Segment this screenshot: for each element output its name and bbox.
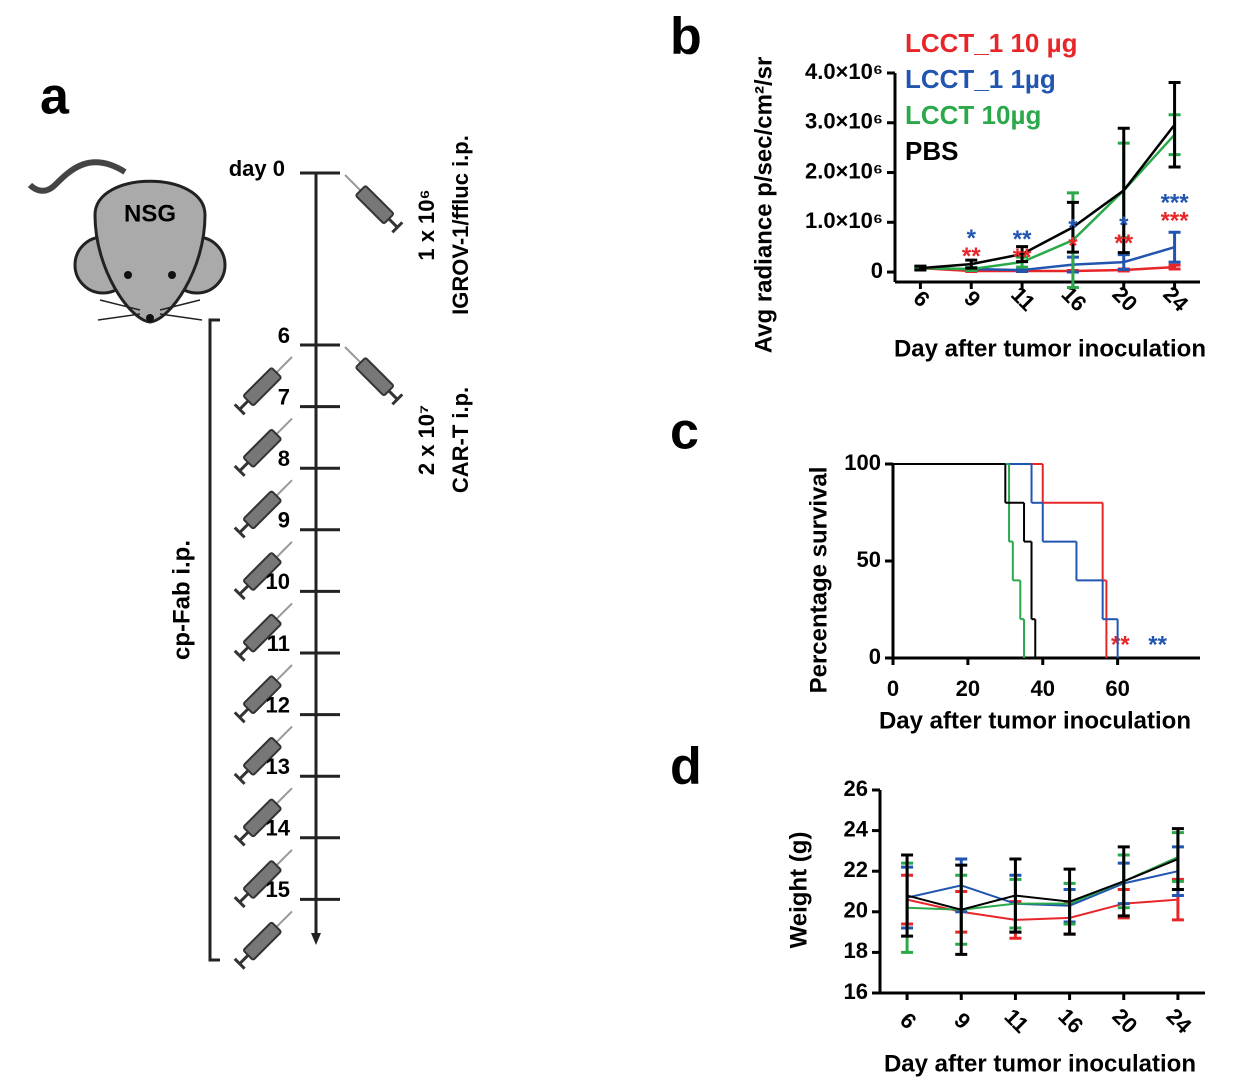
significance: ** [1114, 230, 1133, 257]
significance: ** [1111, 631, 1130, 658]
day-label: 7 [278, 384, 290, 409]
legend-label: LCCT 10µg [905, 100, 1041, 130]
error-bar [1066, 200, 1079, 254]
line [920, 265, 1175, 273]
line [920, 123, 1176, 270]
error-bar [965, 258, 978, 270]
x-tick-label: 20 [1107, 281, 1142, 316]
error-bar [1117, 845, 1130, 918]
x-tick-label: 24 [1162, 1003, 1198, 1039]
cart-dose: 2 x 10⁷ [414, 405, 439, 475]
day-label: 6 [278, 323, 290, 348]
tumor-dose: 1 x 10⁶ [414, 189, 439, 260]
panel-label: c [670, 403, 699, 461]
y-tick-label: 20 [844, 898, 868, 923]
y-tick-label: 50 [857, 547, 881, 572]
x-tick-label: 9 [959, 286, 985, 312]
day-label: 8 [278, 446, 290, 471]
error-bar [914, 264, 927, 272]
error-bar [1168, 230, 1181, 264]
day-label: 10 [266, 569, 290, 594]
y-tick-label: 3.0×10⁶ [805, 109, 883, 134]
x-tick-label: 20 [1107, 1003, 1142, 1038]
legend-label: LCCT_1 1µg [905, 64, 1056, 94]
mouse-label: NSG [124, 200, 176, 227]
day-label: 14 [266, 816, 291, 841]
y-tick-label: 26 [844, 776, 868, 801]
day-label: 11 [267, 631, 290, 656]
significance: *** [1161, 208, 1190, 235]
legend-label: LCCT_1 10 µg [905, 28, 1077, 58]
x-tick-label: 16 [1053, 1003, 1088, 1038]
timeline-arrow [311, 933, 321, 945]
syringe [338, 168, 404, 234]
significance: * [1068, 232, 1078, 259]
x-axis-label: Day after tumor inoculation [894, 335, 1206, 362]
day-label: day 0 [229, 156, 285, 181]
x-tick-label: 40 [1031, 676, 1055, 701]
x-axis-label: Day after tumor inoculation [879, 707, 1191, 734]
y-tick-label: 1.0×10⁶ [805, 208, 883, 233]
tumor-text: IGROV-1/ffluc i.p. [448, 135, 473, 315]
error-bar [1063, 867, 1076, 936]
legend-label: PBS [905, 136, 958, 166]
line [906, 870, 1179, 907]
significance: ** [1013, 226, 1032, 253]
y-tick-label: 24 [844, 816, 869, 841]
error-bar [1117, 253, 1130, 272]
syringe [233, 904, 299, 971]
x-tick-label: 24 [1158, 281, 1194, 317]
day-label: 13 [266, 754, 290, 779]
significance: ** [1013, 244, 1032, 271]
error-bar [1168, 263, 1181, 271]
significance: * [1119, 212, 1129, 239]
error-bar [1117, 126, 1130, 255]
panel-label: a [40, 68, 70, 126]
significance: *** [1161, 190, 1190, 217]
y-axis-label: Percentage survival [805, 467, 832, 694]
error-bar [1171, 827, 1184, 891]
x-tick-label: 6 [895, 1008, 921, 1034]
significance: * [967, 225, 977, 252]
y-tick-label: 18 [844, 938, 868, 963]
bracket [208, 318, 220, 962]
error-bar [1016, 245, 1029, 264]
y-tick-label: 16 [844, 979, 868, 1004]
significance: ** [1148, 631, 1167, 658]
y-tick-label: 100 [844, 450, 881, 475]
y-axis-label: Weight (g) [785, 832, 812, 949]
panel-label: d [670, 738, 702, 796]
day-label: 9 [278, 508, 290, 533]
error-bar [1009, 857, 1022, 934]
panel-label: b [670, 8, 702, 66]
line [920, 133, 1176, 271]
x-tick-label: 6 [908, 286, 934, 312]
x-axis-label: Day after tumor inoculation [884, 1050, 1196, 1077]
fab-text: cp-Fab i.p. [168, 540, 195, 660]
y-tick-label: 22 [844, 857, 868, 882]
significance: * [1068, 214, 1078, 241]
y-tick-label: 0 [869, 644, 881, 669]
line [906, 858, 1179, 911]
cart-text: CAR-T i.p. [448, 387, 473, 493]
day-label: 15 [266, 877, 290, 902]
day-label: 12 [266, 692, 290, 717]
x-tick-label: 11 [1000, 1004, 1034, 1038]
x-tick-label: 9 [949, 1008, 975, 1034]
error-bar [901, 853, 914, 938]
x-tick-label: 60 [1105, 676, 1129, 701]
y-tick-label: 0 [871, 258, 883, 283]
error-bar [955, 863, 968, 956]
syringe [338, 340, 404, 406]
error-bar [1168, 80, 1181, 169]
y-tick-label: 4.0×10⁶ [805, 59, 883, 84]
significance: ** [962, 243, 981, 270]
y-tick-label: 2.0×10⁶ [805, 158, 883, 183]
x-tick-label: 0 [887, 676, 899, 701]
y-axis-label: Avg radiance p/sec/cm²/sr [750, 57, 777, 354]
mouse [27, 159, 227, 324]
x-tick-label: 11 [1006, 282, 1040, 316]
x-tick-label: 20 [956, 676, 980, 701]
